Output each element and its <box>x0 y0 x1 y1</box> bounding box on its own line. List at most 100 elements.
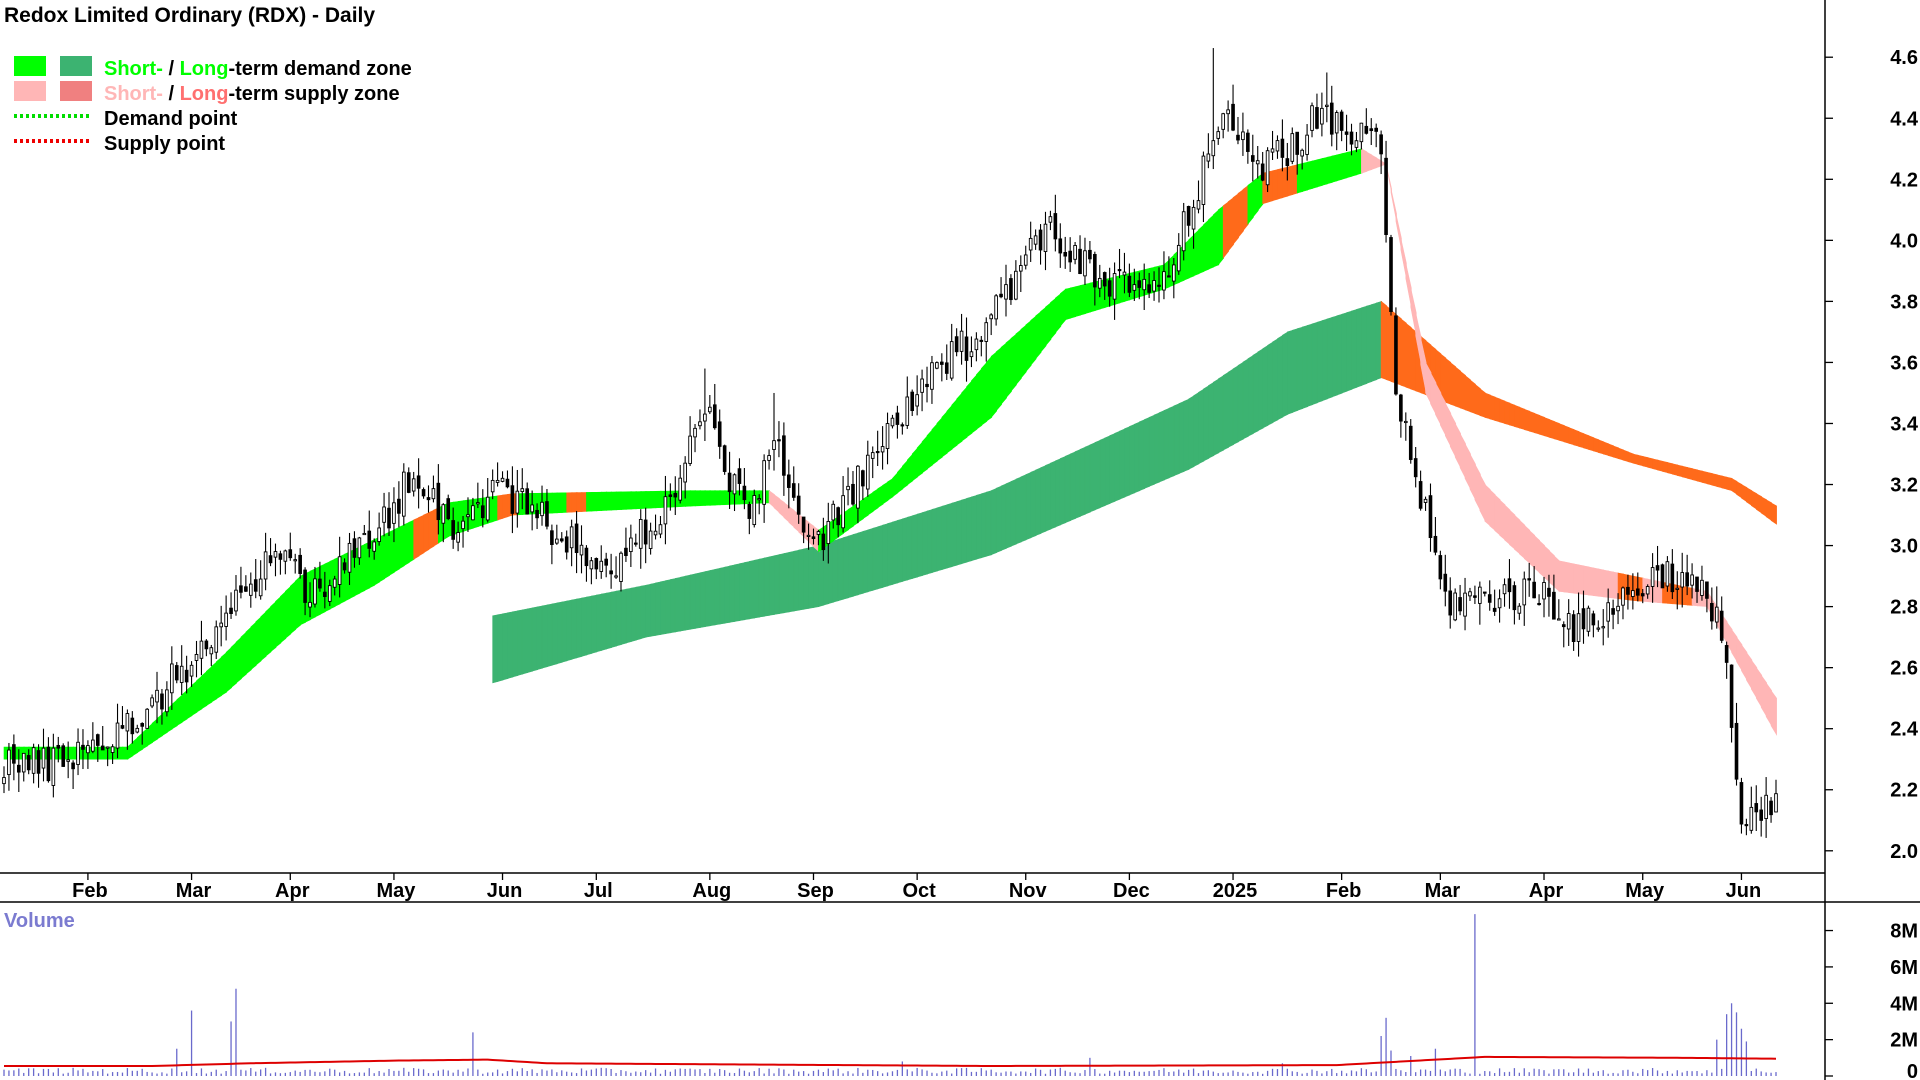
month-label: Sep <box>797 880 834 902</box>
legend-label: Short- / Long-term supply zone <box>104 83 400 105</box>
candle-body <box>569 526 574 549</box>
candle-body <box>1097 277 1102 289</box>
candle-body <box>1734 722 1739 780</box>
candle-body <box>17 764 21 773</box>
candle-body <box>214 626 219 653</box>
candle-body <box>1063 252 1068 257</box>
candle-body <box>614 575 618 578</box>
short-term-zone-segment <box>1040 306 1047 354</box>
candle-body <box>1196 200 1201 210</box>
month-label: Aug <box>692 880 731 902</box>
candle-body <box>712 404 717 429</box>
candle-body <box>500 477 505 482</box>
candle-body <box>446 498 451 520</box>
candle-body <box>1428 495 1433 539</box>
short-term-zone-segment <box>990 351 998 419</box>
candle-body <box>406 472 411 493</box>
candle-body <box>1522 578 1527 606</box>
candle-body <box>1201 155 1206 205</box>
candle-body <box>41 747 46 769</box>
candle-body <box>229 607 233 615</box>
candle-body <box>283 550 288 562</box>
candle-body <box>1053 213 1058 240</box>
candle-body <box>1127 275 1132 293</box>
short-term-zone-segment <box>1252 176 1259 219</box>
candle-body <box>165 689 169 713</box>
candle-body <box>875 451 880 454</box>
short-term-zone-segment <box>196 675 203 713</box>
short-term-zone-segment <box>961 386 968 442</box>
short-term-zone-segment <box>220 651 228 696</box>
candle-body <box>1561 624 1566 628</box>
short-term-zone-segment <box>408 519 415 563</box>
candle-body <box>787 474 791 488</box>
candle-body <box>648 530 653 549</box>
candle-body <box>1552 591 1556 620</box>
candle-body <box>1038 229 1043 251</box>
short-term-zone-segment <box>921 434 928 474</box>
candle-body <box>1137 280 1142 288</box>
candle-body <box>1665 561 1670 587</box>
candle-body <box>1300 149 1304 157</box>
short-term-zone-segment <box>191 680 198 717</box>
candle-body <box>1260 163 1265 181</box>
candle-body <box>1497 598 1502 609</box>
candle-body <box>742 485 747 501</box>
short-term-zone-segment <box>176 694 183 727</box>
candle-body <box>1448 590 1453 616</box>
candle-body <box>579 544 584 556</box>
candle-body <box>115 722 120 749</box>
candle-body <box>668 494 673 497</box>
candle-body <box>1241 131 1245 141</box>
candle-body <box>293 559 298 562</box>
candle-body <box>688 435 692 464</box>
candle-body <box>1719 610 1724 641</box>
short-term-zone-segment <box>946 404 953 454</box>
candle-body <box>130 717 135 735</box>
candle-body <box>1364 125 1369 134</box>
short-term-zone-segment <box>877 484 884 509</box>
price-tick-label: 3.6 <box>1890 352 1918 374</box>
candle-body <box>1660 564 1665 589</box>
candle-body <box>1354 140 1359 148</box>
short-term-zone-segment <box>882 481 889 505</box>
candle-body <box>100 745 105 751</box>
candle-body <box>95 734 100 746</box>
legend-label-part: / <box>163 58 180 80</box>
candle-body <box>12 744 16 764</box>
price-tick-label: 4.0 <box>1890 230 1918 252</box>
candle-body <box>1028 237 1033 251</box>
short-term-zone-segment <box>887 477 894 501</box>
candle-body <box>604 558 608 566</box>
volume-tick-label: 2M <box>1890 1030 1918 1052</box>
candle-body <box>1423 498 1428 503</box>
candle-body <box>791 483 796 498</box>
candle-body <box>564 536 569 553</box>
short-term-zone-segment <box>428 509 435 550</box>
candle-body <box>1606 602 1610 622</box>
candle-body <box>1211 140 1216 157</box>
candle-body <box>253 579 258 592</box>
candle-body <box>1729 664 1734 728</box>
candle-body <box>944 362 949 374</box>
candle-body <box>1744 824 1749 827</box>
candle-body <box>342 562 347 571</box>
candle-body <box>1320 107 1324 125</box>
candle-body <box>1018 265 1023 272</box>
month-label: Mar <box>176 880 212 902</box>
candle-body <box>574 523 579 554</box>
candle-body <box>683 462 687 483</box>
candle-body <box>1043 223 1048 253</box>
candle-body <box>1157 284 1161 287</box>
candle-body <box>377 527 381 542</box>
candle-body <box>1270 148 1275 153</box>
short-term-zone-segment <box>398 524 405 570</box>
candle-body <box>1181 211 1186 252</box>
short-term-zone-segment <box>403 521 410 567</box>
candle-body <box>1152 280 1156 292</box>
short-term-zone-segment <box>1237 188 1244 239</box>
month-label: Apr <box>275 880 310 902</box>
candle-body <box>708 406 712 413</box>
short-term-zone-segment <box>156 713 163 740</box>
candle-body <box>935 362 939 369</box>
